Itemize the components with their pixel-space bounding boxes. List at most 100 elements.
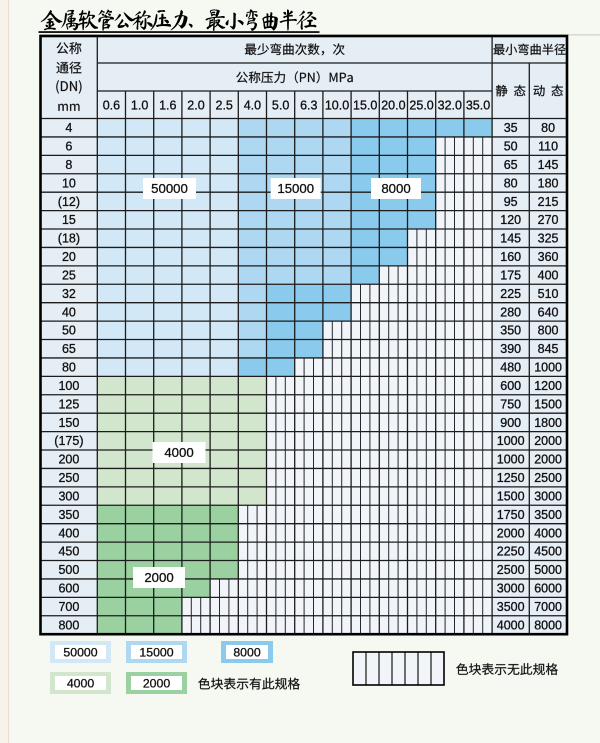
svg-text:510: 510 bbox=[538, 287, 559, 301]
svg-text:110: 110 bbox=[538, 140, 558, 154]
svg-text:80: 80 bbox=[541, 121, 555, 135]
svg-text:1200: 1200 bbox=[534, 379, 562, 393]
svg-text:700: 700 bbox=[58, 600, 79, 614]
svg-text:1800: 1800 bbox=[534, 416, 562, 430]
svg-text:400: 400 bbox=[58, 526, 79, 540]
svg-text:1250: 1250 bbox=[497, 471, 525, 485]
svg-text:225: 225 bbox=[500, 287, 521, 301]
svg-text:1750: 1750 bbox=[497, 508, 525, 522]
svg-text:145: 145 bbox=[500, 232, 521, 246]
svg-text:80: 80 bbox=[62, 361, 76, 375]
svg-text:4000: 4000 bbox=[534, 526, 562, 540]
svg-text:8: 8 bbox=[65, 158, 72, 172]
svg-text:6.3: 6.3 bbox=[300, 98, 317, 112]
svg-text:1.0: 1.0 bbox=[131, 98, 148, 112]
svg-text:2.0: 2.0 bbox=[187, 98, 204, 112]
svg-text:390: 390 bbox=[500, 342, 521, 356]
svg-text:35.0: 35.0 bbox=[466, 98, 490, 112]
svg-text:280: 280 bbox=[500, 305, 521, 319]
svg-text:325: 325 bbox=[538, 232, 559, 246]
svg-text:145: 145 bbox=[538, 158, 559, 172]
svg-text:1000: 1000 bbox=[534, 361, 562, 375]
svg-text:4.0: 4.0 bbox=[244, 98, 261, 112]
svg-text:180: 180 bbox=[538, 176, 559, 190]
svg-text:125: 125 bbox=[58, 397, 79, 411]
svg-text:0.6: 0.6 bbox=[103, 98, 120, 112]
svg-text:8000: 8000 bbox=[381, 181, 410, 196]
svg-text:1000: 1000 bbox=[497, 453, 525, 467]
svg-text:800: 800 bbox=[58, 618, 79, 632]
svg-text:200: 200 bbox=[58, 453, 79, 467]
svg-text:10.0: 10.0 bbox=[325, 98, 349, 112]
svg-text:5.0: 5.0 bbox=[272, 98, 289, 112]
svg-text:1500: 1500 bbox=[497, 489, 525, 503]
svg-text:2000: 2000 bbox=[144, 570, 173, 585]
svg-text:65: 65 bbox=[504, 158, 518, 172]
svg-text:4: 4 bbox=[65, 121, 72, 135]
svg-text:8000: 8000 bbox=[534, 618, 562, 632]
svg-text:160: 160 bbox=[500, 250, 521, 264]
svg-text:900: 900 bbox=[500, 416, 521, 430]
svg-text:15: 15 bbox=[62, 213, 76, 227]
svg-text:4000: 4000 bbox=[164, 445, 193, 460]
svg-text:450: 450 bbox=[58, 545, 79, 559]
svg-text:215: 215 bbox=[538, 195, 559, 209]
svg-text:400: 400 bbox=[538, 268, 559, 282]
svg-text:20.0: 20.0 bbox=[381, 98, 405, 112]
svg-text:50000: 50000 bbox=[151, 181, 188, 196]
svg-text:3500: 3500 bbox=[534, 508, 562, 522]
svg-text:2250: 2250 bbox=[497, 545, 525, 559]
svg-text:8000: 8000 bbox=[233, 645, 261, 659]
svg-text:750: 750 bbox=[500, 397, 521, 411]
svg-text:4000: 4000 bbox=[497, 618, 525, 632]
svg-text:7000: 7000 bbox=[534, 600, 562, 614]
svg-text:50: 50 bbox=[504, 140, 518, 154]
svg-text:300: 300 bbox=[58, 489, 79, 503]
svg-text:2000: 2000 bbox=[143, 676, 171, 690]
svg-text:65: 65 bbox=[62, 342, 76, 356]
svg-text:360: 360 bbox=[538, 250, 559, 264]
svg-text:(12): (12) bbox=[58, 195, 80, 209]
svg-text:15000: 15000 bbox=[277, 181, 314, 196]
svg-text:(175): (175) bbox=[54, 434, 83, 448]
svg-text:25: 25 bbox=[62, 268, 76, 282]
svg-text:4500: 4500 bbox=[534, 545, 562, 559]
svg-text:2000: 2000 bbox=[534, 453, 562, 467]
svg-text:15.0: 15.0 bbox=[353, 98, 377, 112]
svg-text:95: 95 bbox=[504, 195, 518, 209]
svg-text:270: 270 bbox=[538, 213, 559, 227]
svg-text:32: 32 bbox=[62, 287, 76, 301]
svg-text:3000: 3000 bbox=[534, 489, 562, 503]
svg-text:20: 20 bbox=[62, 250, 76, 264]
svg-text:50000: 50000 bbox=[63, 645, 97, 659]
svg-text:600: 600 bbox=[500, 379, 521, 393]
svg-text:2500: 2500 bbox=[497, 563, 525, 577]
svg-text:175: 175 bbox=[500, 268, 521, 282]
svg-text:800: 800 bbox=[538, 324, 559, 338]
svg-text:(18): (18) bbox=[58, 232, 80, 246]
svg-text:3500: 3500 bbox=[497, 600, 525, 614]
svg-text:6: 6 bbox=[65, 140, 72, 154]
svg-text:120: 120 bbox=[500, 213, 521, 227]
svg-text:15000: 15000 bbox=[139, 645, 173, 659]
svg-text:100: 100 bbox=[58, 379, 79, 393]
svg-text:2500: 2500 bbox=[534, 471, 562, 485]
svg-text:2000: 2000 bbox=[497, 526, 525, 540]
svg-text:35: 35 bbox=[504, 121, 518, 135]
svg-text:25.0: 25.0 bbox=[409, 98, 433, 112]
svg-text:10: 10 bbox=[62, 176, 76, 190]
svg-text:6000: 6000 bbox=[534, 582, 562, 596]
svg-text:2000: 2000 bbox=[534, 434, 562, 448]
svg-text:250: 250 bbox=[58, 471, 79, 485]
svg-text:1500: 1500 bbox=[534, 397, 562, 411]
svg-text:350: 350 bbox=[58, 508, 79, 522]
svg-text:350: 350 bbox=[500, 324, 521, 338]
svg-text:40: 40 bbox=[62, 305, 76, 319]
svg-text:600: 600 bbox=[58, 582, 79, 596]
svg-text:4000: 4000 bbox=[67, 676, 95, 690]
svg-text:80: 80 bbox=[504, 176, 518, 190]
svg-text:500: 500 bbox=[58, 563, 79, 577]
svg-text:1000: 1000 bbox=[497, 434, 525, 448]
svg-text:1.6: 1.6 bbox=[159, 98, 176, 112]
svg-text:50: 50 bbox=[62, 324, 76, 338]
